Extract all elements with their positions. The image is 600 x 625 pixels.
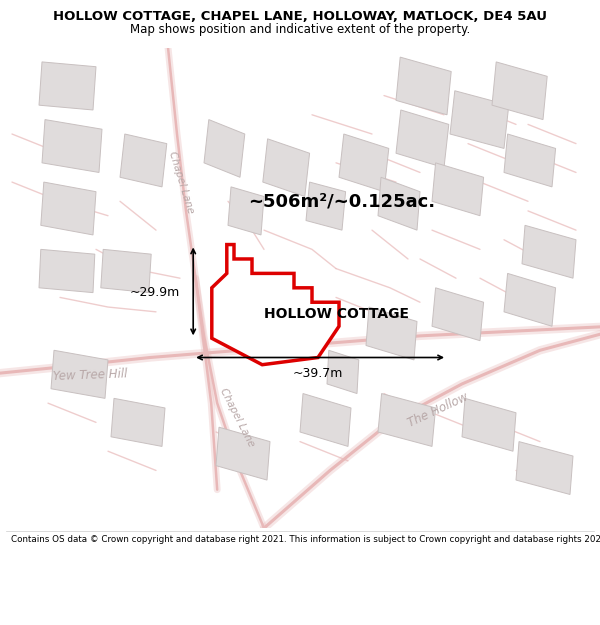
Polygon shape [306,182,346,230]
Polygon shape [504,134,556,187]
Polygon shape [51,350,108,398]
Text: Map shows position and indicative extent of the property.: Map shows position and indicative extent… [130,22,470,36]
Text: ~29.9m: ~29.9m [130,286,180,299]
Polygon shape [516,442,573,494]
Polygon shape [396,57,451,115]
Polygon shape [396,110,449,168]
Polygon shape [120,134,167,187]
Text: ~506m²/~0.125ac.: ~506m²/~0.125ac. [248,192,436,210]
Polygon shape [378,177,420,230]
Polygon shape [42,119,102,172]
Text: HOLLOW COTTAGE, CHAPEL LANE, HOLLOWAY, MATLOCK, DE4 5AU: HOLLOW COTTAGE, CHAPEL LANE, HOLLOWAY, M… [53,9,547,22]
Polygon shape [111,398,165,446]
Polygon shape [522,226,576,278]
Polygon shape [39,62,96,110]
Text: The Hollow: The Hollow [406,391,470,430]
Polygon shape [228,187,264,235]
Polygon shape [339,134,389,192]
Polygon shape [450,91,509,148]
Polygon shape [216,428,270,480]
Text: Yew Tree Hill: Yew Tree Hill [53,368,127,383]
Text: Contains OS data © Crown copyright and database right 2021. This information is : Contains OS data © Crown copyright and d… [11,535,600,544]
Polygon shape [41,182,96,235]
Text: HOLLOW COTTAGE: HOLLOW COTTAGE [263,308,409,321]
Polygon shape [462,398,516,451]
Polygon shape [366,307,417,360]
Text: Chapel Lane: Chapel Lane [218,387,256,449]
Text: Chapel Lane: Chapel Lane [167,150,196,214]
Text: ~39.7m: ~39.7m [293,367,343,380]
Polygon shape [204,119,245,178]
Polygon shape [492,62,547,119]
Polygon shape [39,249,95,292]
Polygon shape [378,394,436,446]
Polygon shape [300,394,351,446]
Polygon shape [263,139,310,196]
Polygon shape [101,249,151,292]
Polygon shape [212,244,339,365]
Polygon shape [432,288,484,341]
Polygon shape [504,273,556,326]
Polygon shape [327,350,359,394]
Polygon shape [432,163,484,216]
